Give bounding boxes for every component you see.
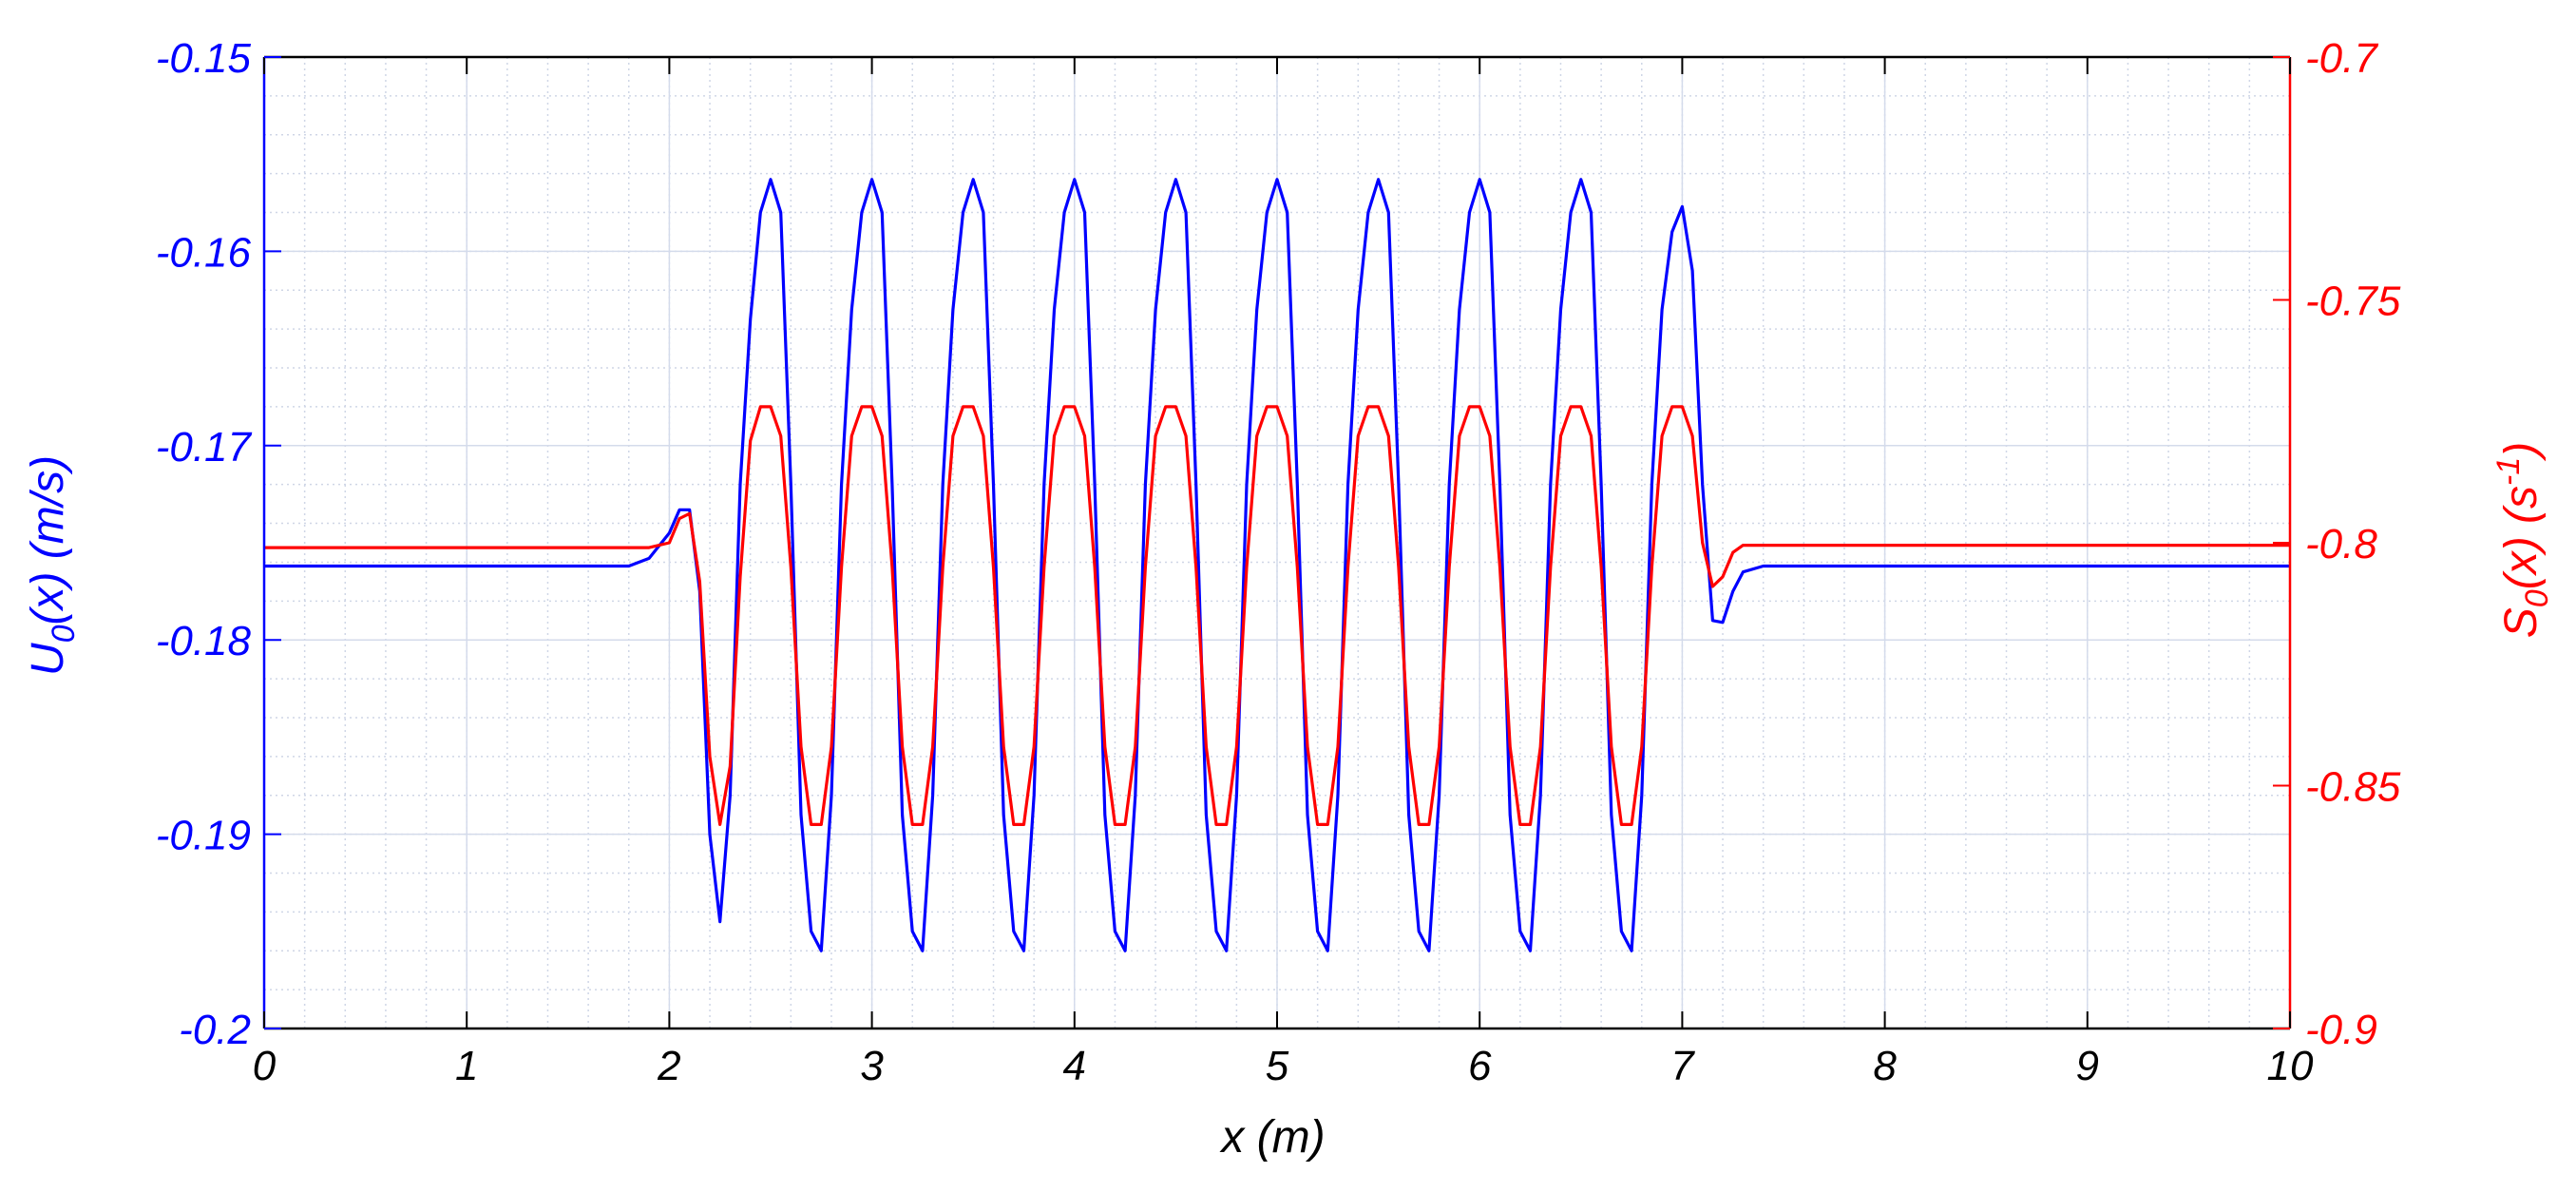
axes-layer: 0 1 2 3 4 5 6 7 8 9 10 -0.2 -0.19 -0.18 -0.17 -0.16 -0.1…: [156, 35, 2401, 1089]
y-right-tick-label: -0.85: [2305, 764, 2401, 811]
y-left-tick-label: -0.15: [156, 35, 252, 82]
x-axis-label: x (m): [1219, 1112, 1325, 1163]
y-right-tick-label: -0.7: [2305, 35, 2378, 82]
minor-grid: [263, 56, 2291, 1029]
y-left-label-main: U: [23, 643, 73, 676]
series-layer: [264, 178, 2290, 952]
y-left-tick-label: -0.18: [156, 618, 252, 664]
x-tick-label: 5: [1266, 1043, 1289, 1089]
x-tick-label: 7: [1670, 1043, 1695, 1089]
x-tick-label: 9: [2076, 1043, 2099, 1089]
y-left-tick-label: -0.16: [156, 229, 252, 276]
y-right-tick-label: -0.8: [2305, 521, 2377, 567]
y-right-label-end: ): [2496, 442, 2547, 462]
x-tick-label: 6: [1468, 1043, 1492, 1089]
y-axis-right-label: S0(x) (s-1): [2490, 442, 2555, 638]
x-tick-label: 2: [657, 1043, 680, 1089]
x-tick-label: 4: [1063, 1043, 1086, 1089]
y-left-tick-label: -0.17: [156, 424, 253, 471]
y-left-label-rest: (x) (m/s): [23, 455, 73, 625]
y-left-tick-label: -0.2: [179, 1007, 251, 1053]
x-tick-label: 8: [1873, 1043, 1897, 1089]
x-tick-label: 3: [860, 1043, 884, 1089]
x-tick-label: 10: [2267, 1043, 2314, 1089]
y-right-label-sub: 0: [2519, 589, 2555, 607]
x-tick-label: 1: [455, 1043, 478, 1089]
x-tick-label: 0: [253, 1043, 277, 1089]
y-left-label-sub: 0: [46, 625, 82, 643]
y-axis-left-label: U0(x) (m/s): [23, 455, 82, 676]
series-line-right: [264, 405, 2290, 826]
y-right-label-mid: (x) (s: [2496, 486, 2547, 589]
y-right-tick-label: -0.75: [2305, 279, 2401, 325]
y-right-label-main: S: [2496, 607, 2547, 638]
y-left-tick-label: -0.19: [156, 813, 251, 859]
y-right-label-sup: -1: [2490, 457, 2527, 486]
y-right-tick-label: -0.9: [2305, 1007, 2377, 1053]
